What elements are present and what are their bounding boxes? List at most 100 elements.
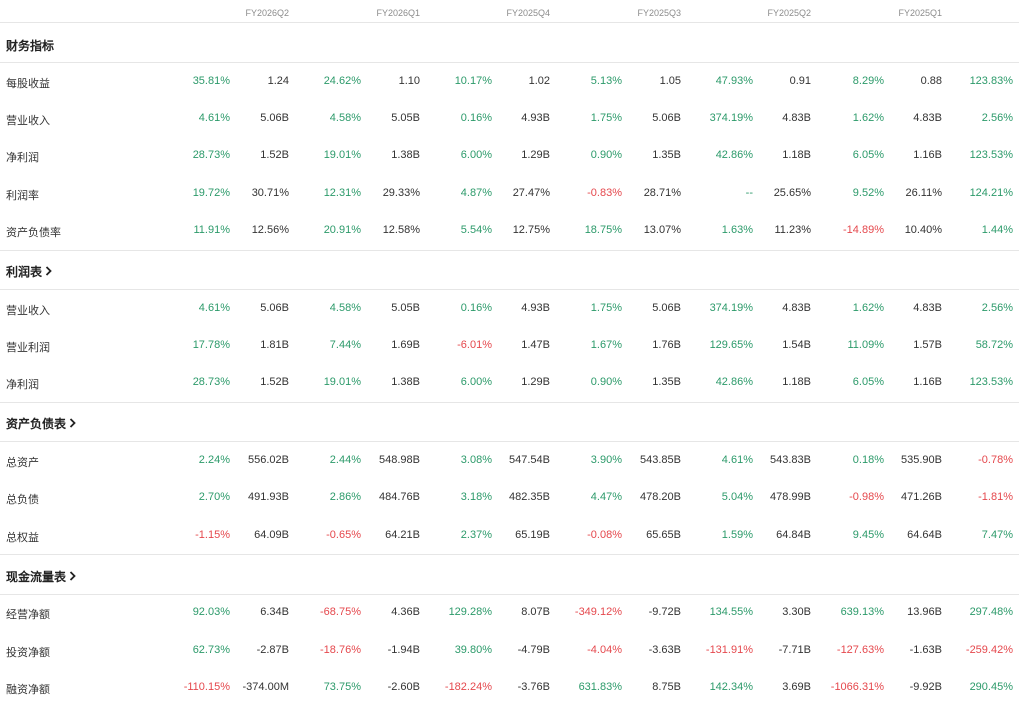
table-row: 总权益 -1.15% 64.09B -0.65% 64.21B 2.37% 65.19B -0…	[0, 529, 1019, 545]
value-cell: 1.52B	[260, 149, 289, 161]
change-percent: 9.45%	[852, 529, 884, 541]
change-percent: -0.08%	[587, 529, 622, 541]
value-cell: 3.30B	[782, 606, 811, 618]
value-cell: 27.47%	[512, 187, 550, 199]
change-percent: 290.45%	[969, 681, 1013, 693]
divider	[0, 402, 1019, 403]
change-percent: 19.01%	[323, 149, 361, 161]
change-percent: --	[745, 187, 753, 199]
value-cell: 4.93B	[521, 112, 550, 124]
value-cell: -1.94B	[387, 644, 420, 656]
table-row: 投资净额 62.73% -2.87B -18.76% -1.94B 39.80% -4.79…	[0, 644, 1019, 660]
chevron-right-icon	[45, 265, 52, 279]
change-percent: 142.34%	[709, 681, 753, 693]
change-percent: -131.91%	[705, 644, 753, 656]
change-percent: 123.53%	[969, 376, 1013, 388]
value-cell: -2.87B	[256, 644, 289, 656]
change-percent: 5.54%	[460, 224, 492, 236]
row-label: 营业利润	[6, 342, 50, 354]
value-cell: 5.06B	[652, 112, 681, 124]
section-title[interactable]: 资产负债表	[6, 415, 76, 432]
divider	[0, 594, 1019, 595]
value-cell: 64.21B	[385, 529, 420, 541]
change-percent: 4.61%	[721, 454, 753, 466]
value-cell: 1.76B	[652, 339, 681, 351]
change-percent: 39.80%	[454, 644, 492, 656]
row-label: 营业收入	[6, 305, 50, 317]
change-percent: 374.19%	[709, 302, 753, 314]
row-label: 利润率	[6, 190, 39, 202]
value-cell: 65.19B	[515, 529, 550, 541]
row-label: 总资产	[6, 457, 39, 469]
value-cell: 1.18B	[782, 376, 811, 388]
section-title[interactable]: 现金流量表	[6, 568, 76, 585]
change-percent: 92.03%	[192, 606, 230, 618]
value-cell: 1.24	[267, 75, 289, 87]
change-percent: 3.18%	[460, 491, 492, 503]
change-percent: 1.67%	[590, 339, 622, 351]
change-percent: 2.44%	[329, 454, 361, 466]
value-cell: 484.76B	[379, 491, 420, 503]
value-cell: 13.96B	[907, 606, 942, 618]
table-row: 总负债 2.70% 491.93B 2.86% 484.76B 3.18% 482.35B 4…	[0, 491, 1019, 507]
divider	[0, 441, 1019, 442]
value-cell: 1.57B	[913, 339, 942, 351]
change-percent: 20.91%	[323, 224, 361, 236]
change-percent: -1.81%	[978, 491, 1013, 503]
change-percent: 0.90%	[590, 149, 622, 161]
value-cell: 64.09B	[254, 529, 289, 541]
change-percent: -110.15%	[183, 681, 230, 693]
change-percent: 0.90%	[590, 376, 622, 388]
change-percent: -4.04%	[587, 644, 622, 656]
change-percent: 7.47%	[981, 529, 1013, 541]
value-cell: 1.38B	[391, 149, 420, 161]
change-percent: 58.72%	[975, 339, 1013, 351]
value-cell: 12.56%	[251, 224, 289, 236]
row-label: 每股收益	[6, 78, 50, 90]
table-row: 每股收益 35.81% 1.24 24.62% 1.10 10.17% 1.02 5.13% 1…	[0, 75, 1019, 91]
value-cell: -9.92B	[909, 681, 942, 693]
change-percent: 4.61%	[198, 302, 230, 314]
value-cell: -9.72B	[648, 606, 681, 618]
table-row: 营业利润 17.78% 1.81B 7.44% 1.69B -6.01% 1.47B 1.67…	[0, 339, 1019, 355]
change-percent: 6.05%	[852, 376, 884, 388]
value-cell: 5.05B	[391, 302, 420, 314]
change-percent: -0.98%	[849, 491, 884, 503]
table-row: 资产负债率 11.91% 12.56% 20.91% 12.58% 5.54% 12.75%…	[0, 224, 1019, 240]
value-cell: 13.07%	[643, 224, 681, 236]
value-cell: 543.83B	[770, 454, 811, 466]
value-cell: -2.60B	[387, 681, 420, 693]
change-percent: 2.70%	[198, 491, 230, 503]
value-cell: 548.98B	[379, 454, 420, 466]
value-cell: 1.69B	[391, 339, 420, 351]
section-title-text: 资产负债表	[6, 417, 67, 431]
value-cell: -7.71B	[778, 644, 811, 656]
row-label: 资产负债率	[6, 227, 61, 239]
change-percent: 10.17%	[454, 75, 492, 87]
value-cell: 1.05	[659, 75, 681, 87]
value-cell: 1.35B	[652, 376, 681, 388]
value-cell: 1.47B	[521, 339, 550, 351]
value-cell: 1.02	[528, 75, 550, 87]
change-percent: 8.29%	[852, 75, 884, 87]
table-row: 经营净额 92.03% 6.34B -68.75% 4.36B 129.28% 8.07B -…	[0, 606, 1019, 622]
value-cell: -3.63B	[648, 644, 681, 656]
divider	[0, 554, 1019, 555]
period-label: FY2026Q1	[376, 8, 420, 18]
value-cell: 5.06B	[260, 302, 289, 314]
change-percent: -1066.31%	[830, 681, 884, 693]
change-percent: -68.75%	[320, 606, 361, 618]
section-title[interactable]: 利润表	[6, 263, 52, 280]
change-percent: -127.63%	[836, 644, 884, 656]
change-percent: 4.58%	[329, 302, 361, 314]
value-cell: 1.35B	[652, 149, 681, 161]
change-percent: 4.61%	[198, 112, 230, 124]
row-label: 净利润	[6, 152, 39, 164]
period-label: FY2025Q3	[637, 8, 681, 18]
change-percent: 123.53%	[969, 149, 1013, 161]
change-percent: 5.13%	[590, 75, 622, 87]
change-percent: -14.89%	[843, 224, 884, 236]
change-percent: 123.83%	[969, 75, 1013, 87]
change-percent: -0.65%	[326, 529, 361, 541]
change-percent: 24.62%	[323, 75, 361, 87]
